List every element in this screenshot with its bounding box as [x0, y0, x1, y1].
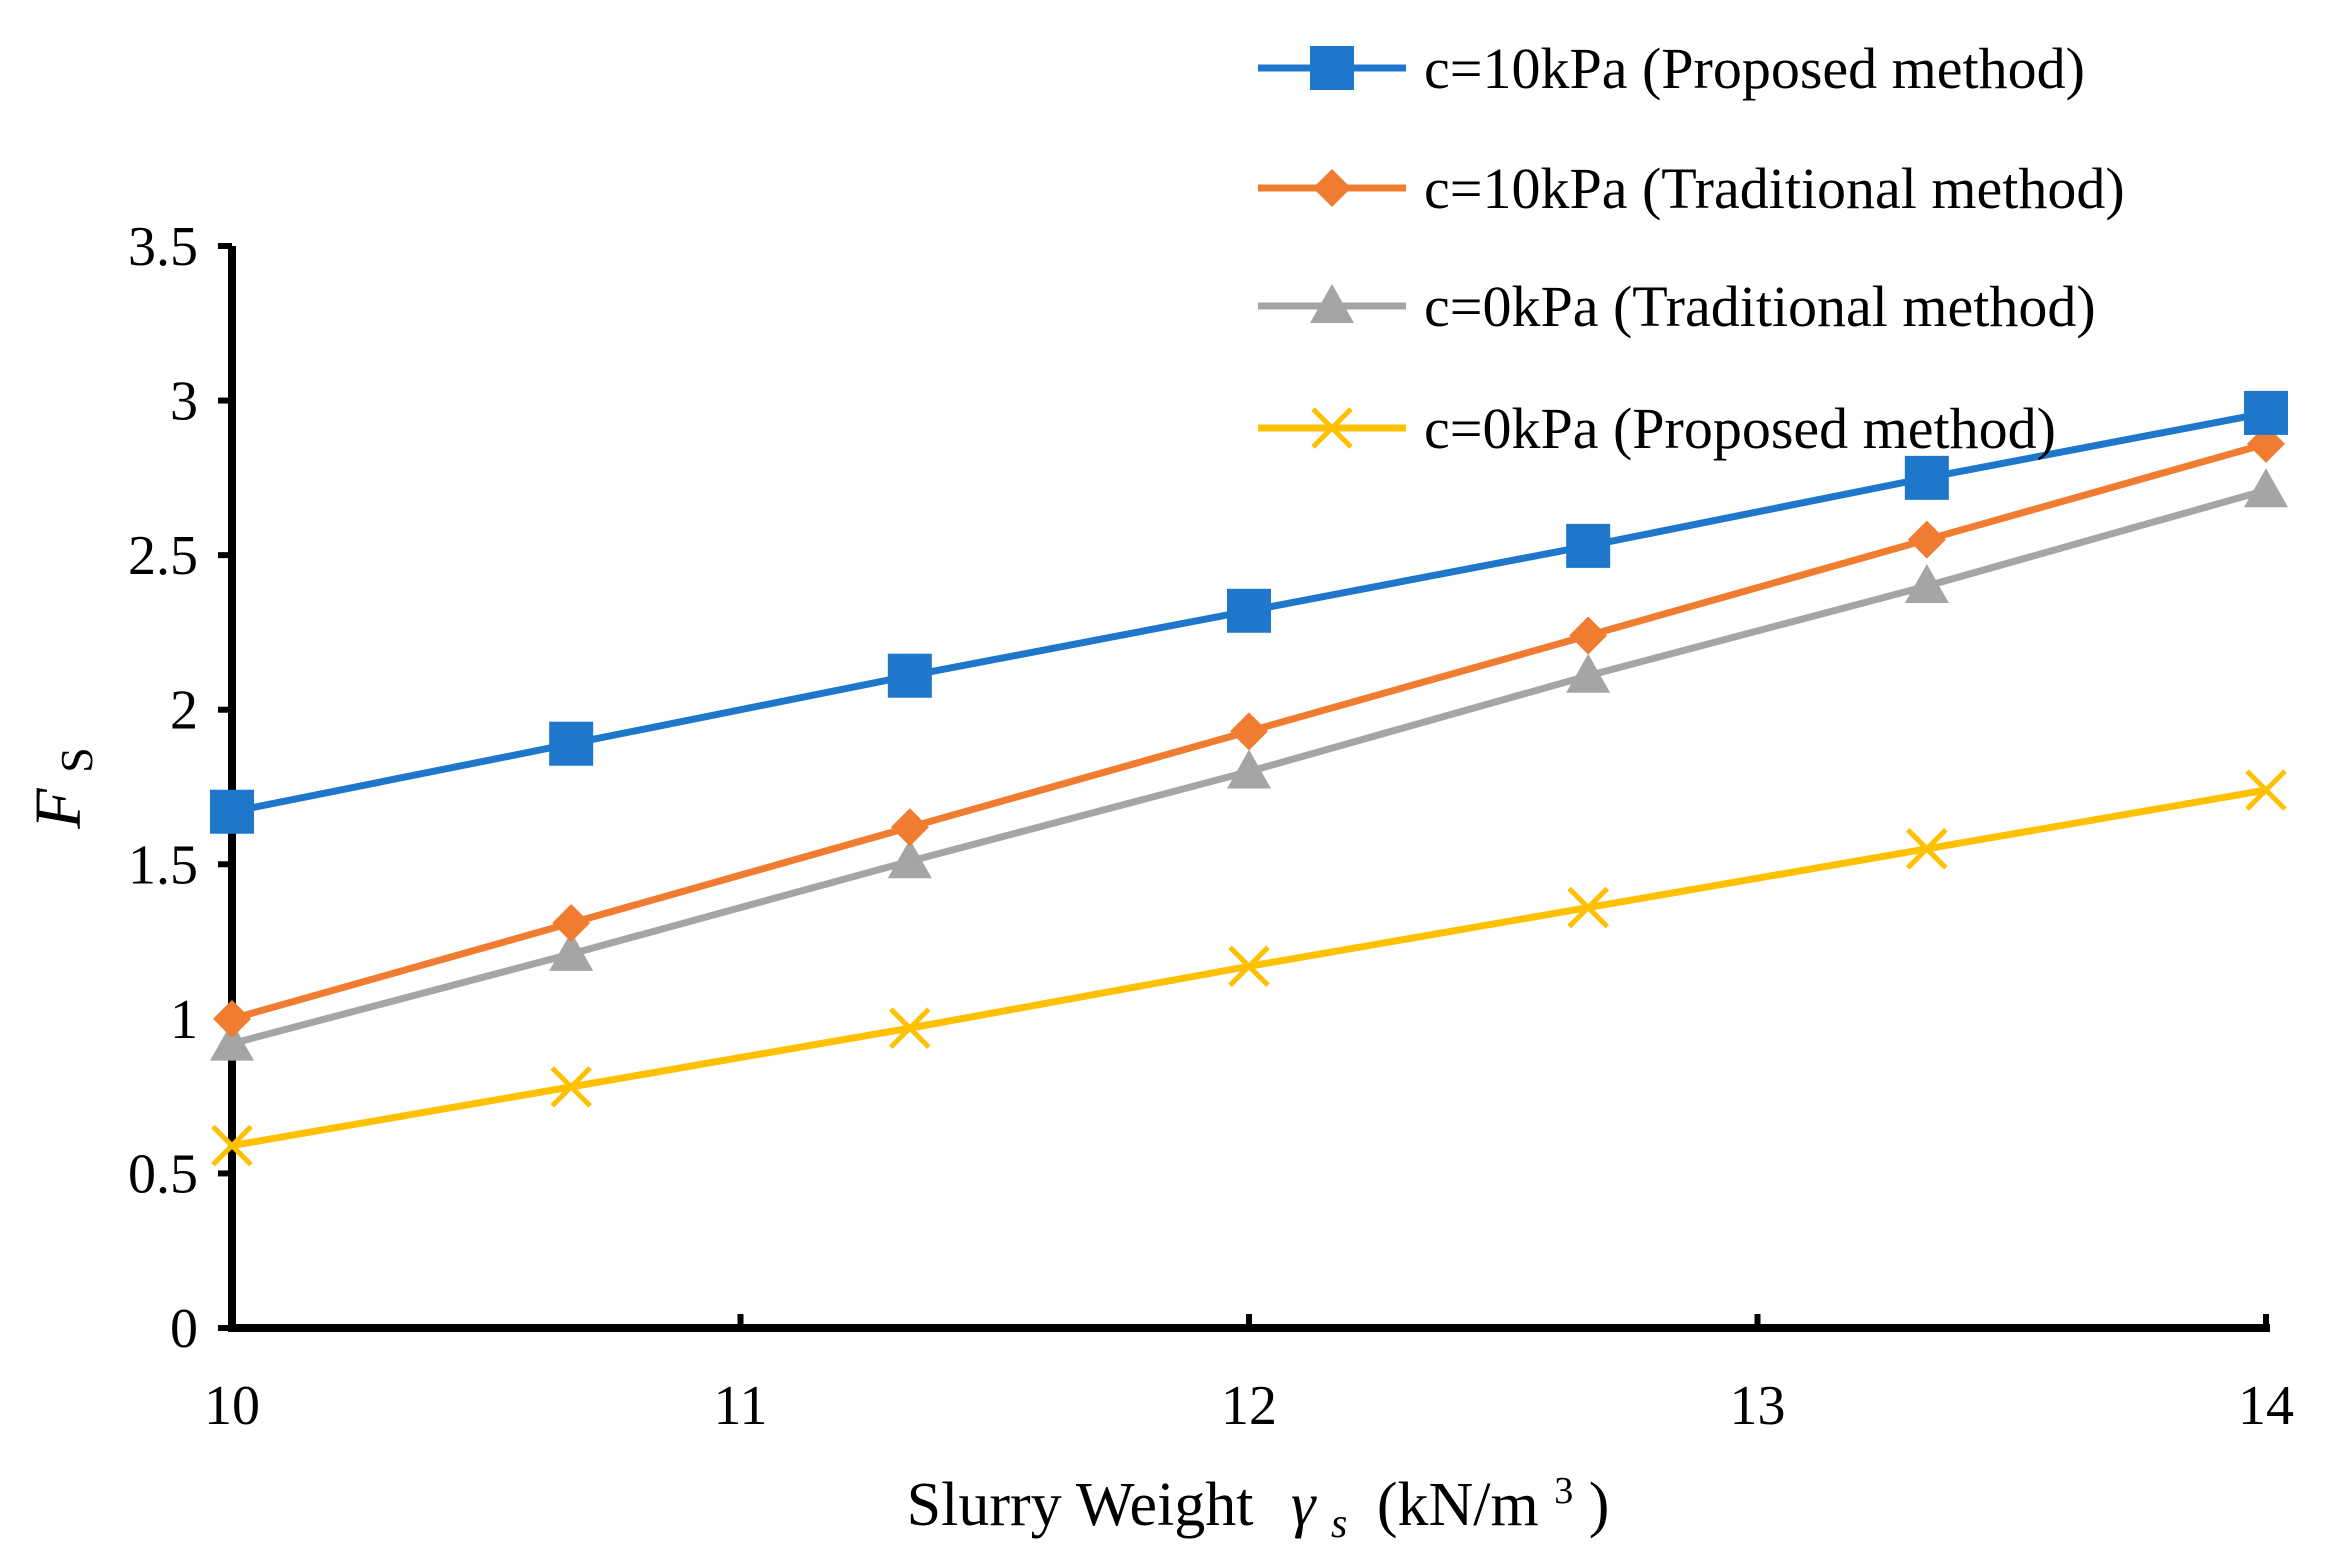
data-point: [1906, 828, 1948, 870]
data-point: [549, 721, 594, 766]
y-tick-label: 1.5: [128, 834, 198, 896]
data-point: [1227, 749, 1271, 789]
data-point: [2245, 769, 2287, 811]
data-point: [2244, 390, 2288, 435]
x-axis-title: Slurry Weight γ s (kN/m 3 ): [907, 1449, 1610, 1551]
data-point-stroke-b: [2245, 769, 2287, 811]
data-point: [1904, 455, 1949, 500]
data-point-stroke-b: [550, 1066, 592, 1108]
data-point: [211, 1124, 253, 1167]
data-point: [890, 808, 929, 847]
legend-item: c=0kPa (Proposed method): [1258, 396, 2056, 461]
data-point: [889, 1007, 931, 1049]
legend-marker: [1313, 169, 1351, 207]
data-point: [887, 839, 932, 879]
legend-marker: [1311, 407, 1353, 449]
series-2: [213, 424, 2285, 1038]
data-point: [549, 931, 594, 971]
legend-label: c=0kPa (Traditional method): [1424, 274, 2096, 339]
x-tick-label: 14: [2238, 1375, 2294, 1437]
y-tick-label: 2.5: [128, 525, 198, 587]
series-4: [211, 769, 2287, 1167]
data-point-stroke-b: [1228, 945, 1270, 988]
x-axis-title-prefix: Slurry Weight: [907, 1471, 1254, 1539]
data-point-stroke-b: [1906, 828, 1948, 870]
x-tick-label: 13: [1730, 1375, 1786, 1437]
data-point: [210, 789, 254, 834]
x-tick-label: 12: [1221, 1375, 1277, 1437]
legend-marker: [1310, 284, 1354, 323]
data-point: [550, 1066, 592, 1108]
x-axis-title-symbol: γ: [1291, 1471, 1317, 1539]
data-point: [1566, 523, 1611, 568]
x-axis-title-unit-close: ): [1589, 1471, 1610, 1539]
legend-item: c=10kPa (Proposed method): [1258, 36, 2085, 101]
series-3: [210, 468, 2288, 1061]
data-point: [1569, 616, 1608, 655]
data-point-stroke-b: [889, 1007, 931, 1049]
data-point: [1907, 520, 1946, 559]
x-axis-title-unit: (kN/m: [1377, 1471, 1539, 1539]
y-axis-title-subscript: S: [51, 747, 102, 773]
data-point: [887, 653, 932, 698]
legend-label: c=10kPa (Traditional method): [1424, 156, 2125, 221]
y-axis-title-symbol: F: [22, 788, 95, 830]
data-point: [1566, 653, 1611, 693]
y-tick-label: 3.5: [128, 216, 198, 278]
series-1: [210, 390, 2288, 834]
legend-item: c=10kPa (Traditional method): [1258, 156, 2125, 221]
y-tick-label: 0: [170, 1298, 198, 1360]
x-axis-title-unit-exponent: 3: [1554, 1470, 1573, 1512]
y-axis-title: F S: [22, 747, 102, 829]
data-point: [1567, 886, 1609, 929]
data-point: [552, 904, 591, 943]
y-tick-label: 3: [170, 371, 198, 433]
data-point: [213, 999, 251, 1038]
y-tick-label: 1: [170, 989, 198, 1051]
y-tick-label: 2: [170, 680, 198, 742]
legend: c=10kPa (Proposed method) c=10kPa (Tradit…: [1258, 36, 2125, 461]
x-tick-label: 11: [714, 1375, 768, 1437]
data-point: [2244, 468, 2288, 508]
legend-label: c=0kPa (Proposed method): [1424, 396, 2056, 461]
axes: 0 0.5 1 1.5 2 2.5 3 3.5 10 11 12 13 14: [128, 216, 2294, 1437]
legend-item: c=0kPa (Traditional method): [1258, 274, 2096, 339]
legend-marker-stroke-b: [1311, 407, 1353, 449]
data-point: [1227, 588, 1271, 633]
data-point-stroke-b: [211, 1124, 253, 1167]
x-tick-label: 10: [204, 1375, 260, 1437]
data-point: [1904, 564, 1949, 604]
x-axis-title-symbol-subscript: s: [1331, 1501, 1347, 1547]
data-point: [210, 1021, 254, 1061]
data-point: [1230, 712, 1268, 751]
data-point: [1228, 945, 1270, 988]
y-tick-label: 0.5: [128, 1143, 198, 1205]
legend-label: c=10kPa (Proposed method): [1424, 36, 2085, 101]
series-group: [210, 390, 2288, 1167]
data-point-stroke-b: [1567, 886, 1609, 929]
legend-marker: [1310, 46, 1354, 90]
